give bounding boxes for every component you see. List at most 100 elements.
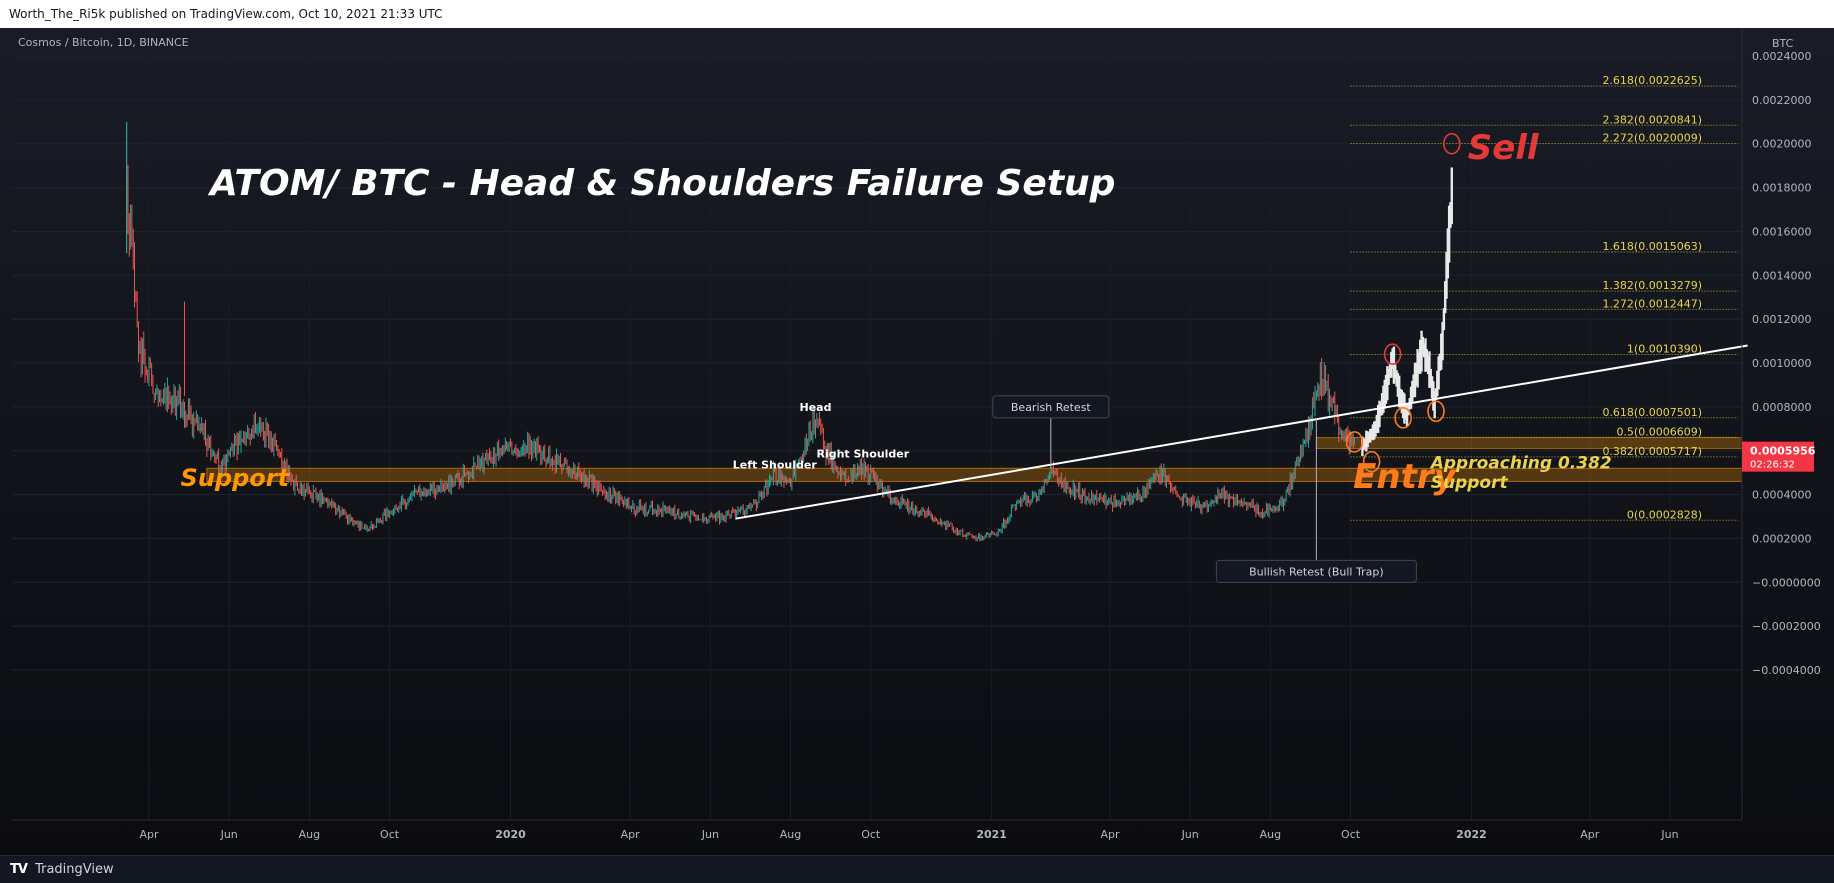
projected-bar [1412,374,1415,398]
projected-bar [1374,420,1377,437]
price-tick-label: 0.0014000 [1752,269,1812,282]
time-tick-label: Oct [861,828,881,841]
marker-circle [1427,400,1445,423]
time-tick-label: 2022 [1456,828,1487,841]
candles [126,121,1355,542]
projected-bar [1391,348,1394,369]
approaching-label: Approaching 0.382 [1429,453,1612,473]
projected-bar [1383,379,1386,409]
projected-bar [1386,366,1389,401]
projected-bar [1397,375,1401,408]
projected-bar [1426,355,1430,375]
time-tick-label: Apr [139,828,159,841]
projected-bar [1440,333,1443,370]
chart-area[interactable]: 2.618(0.0022625) 2.382(0.0020841) 2.272(0.… [0,28,1834,855]
projected-bar [1438,353,1442,371]
price-axis[interactable]: 0.0024000 0.0022000 0.0020000 0.0018000 0.00… [1741,28,1821,820]
trendline[interactable] [735,344,1748,520]
price-tick-label: 0.0016000 [1752,225,1812,238]
projected-bar [1419,339,1422,374]
projected-bar [1392,346,1396,384]
time-tick-label: Oct [380,828,400,841]
price-tick-label: 0.0012000 [1752,313,1812,326]
pattern-annotation: Left Shoulder [733,458,818,471]
projected-bar [1425,349,1428,371]
projected-bars [1361,167,1453,457]
time-tick-label: Jun [1660,828,1678,841]
last-price-badge [1742,441,1814,472]
marker-circle [1394,407,1412,429]
footer: TV TradingView [0,855,1834,883]
price-tick-label: 0.0008000 [1752,401,1812,414]
fib-level-label: 1.272(0.0012447) [1602,297,1702,310]
projected-bar [1409,386,1413,409]
marker-circle [1383,343,1402,366]
projected-bar [1405,404,1409,428]
time-tick-label: 2021 [976,828,1007,841]
tradingview-logo-icon[interactable]: TV [10,862,28,877]
projected-bar [1444,281,1447,314]
fib-level-label: 0.5(0.0006609) [1616,425,1702,438]
projected-bar [1362,438,1365,451]
projected-bar [1367,432,1371,443]
projected-bar [1432,381,1435,411]
projected-bar [1429,368,1432,388]
projected-bar [1371,424,1375,441]
time-axis[interactable]: Apr Jun Aug Oct 2020 Apr Jun Aug Oct 2021 Apr Jun Au… [12,819,1742,841]
neckline-trendline [735,344,1748,520]
fib-level-label: 1.618(0.0015063) [1602,240,1702,253]
price-tick-label: −0.0004000 [1752,664,1821,677]
time-tick-label: 2020 [495,828,526,841]
grid [12,28,1742,820]
price-axis-unit: BTC [1772,37,1794,50]
approaching-sub-label: Support [1431,473,1509,493]
support-label: Support [181,464,291,492]
projected-bar [1437,356,1440,390]
publisher-header: Worth_The_Ri5k published on TradingView.… [0,0,1834,28]
projected-bar [1424,338,1427,372]
projected-bar [1376,404,1380,433]
time-tick-label: Aug [299,828,320,841]
price-tick-label: 0.0020000 [1752,138,1812,151]
price-tick-label: 0.0022000 [1752,94,1812,107]
projected-bar [1450,167,1453,225]
price-tick-label: −0.0000000 [1752,576,1821,589]
projected-bar [1400,389,1404,414]
projected-bar [1375,414,1379,433]
fib-level-label: 1.382(0.0013279) [1602,279,1702,292]
projected-bar [1447,205,1451,263]
brand-name[interactable]: TradingView [35,862,114,877]
marker-circle [1362,450,1381,473]
time-tick-label: Jun [701,828,719,841]
last-price-countdown: 02:26:32 [1750,460,1795,471]
chart-title: ATOM/ BTC - Head & Shoulders Failure Set… [207,163,1115,204]
price-chart[interactable]: 2.618(0.0022625) 2.382(0.0020841) 2.272(0.… [0,28,1834,855]
fib-level-label: 2.618(0.0022625) [1602,74,1702,87]
time-tick-label: Apr [1580,828,1600,841]
symbol-label[interactable]: Cosmos / Bitcoin, 1D, BINANCE [18,36,189,49]
projected-bar [1366,431,1369,448]
projected-bar [1441,321,1444,361]
projected-bar [1416,349,1419,388]
projected-bar [1369,428,1372,443]
projected-bar [1446,228,1450,279]
projected-bar [1378,400,1381,428]
projected-bar [1404,404,1407,420]
projected-bar [1365,430,1368,452]
callout-box [1215,559,1417,583]
time-tick-label: Jun [1181,828,1199,841]
projected-bar [1373,421,1376,440]
price-tick-label: 0.0002000 [1752,532,1812,545]
projected-bar [1430,376,1434,399]
fib-extension[interactable]: 2.618(0.0022625) 2.382(0.0020841) 2.272(0.… [1350,74,1738,521]
projected-bar [1387,369,1390,385]
projected-bar [1442,308,1446,331]
price-tick-label: 0.0004000 [1752,489,1812,502]
fib-level-label: 0(0.0002828) [1627,508,1702,521]
callout-label: Bullish Retest (Bull Trap) [1249,565,1383,578]
time-tick-label: Aug [1260,828,1281,841]
projected-bar [1388,363,1392,378]
projected-bar [1413,362,1417,398]
projected-bar [1394,364,1397,380]
